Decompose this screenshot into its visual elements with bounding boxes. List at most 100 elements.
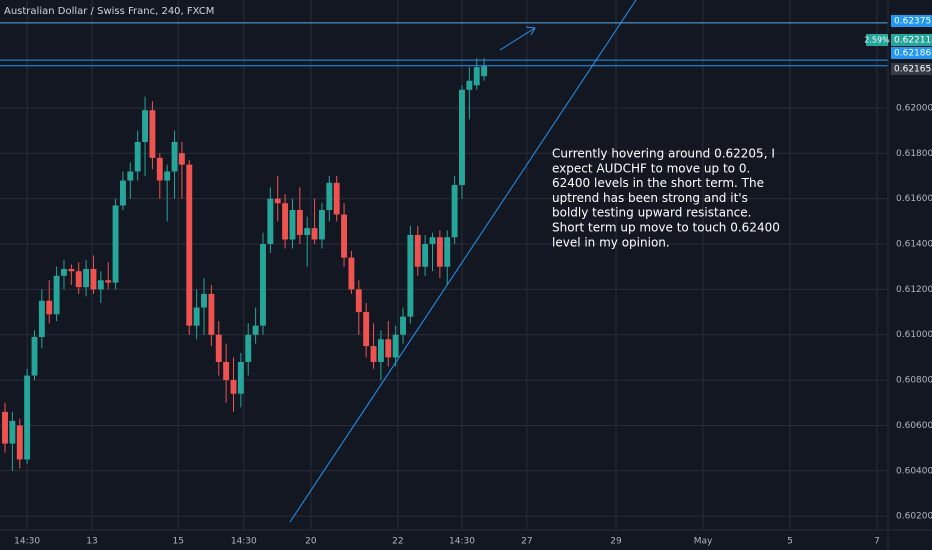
x-tick-label: 15 [172, 537, 183, 547]
candle-body [282, 203, 289, 240]
price-label: 0.62211 [894, 36, 931, 46]
candle-body [127, 171, 134, 181]
candle-body [97, 280, 104, 290]
y-tick-label: 0.60800 [896, 376, 932, 386]
y-tick-label: 0.60400 [896, 466, 932, 476]
candle-body [260, 244, 266, 326]
candle-body [444, 237, 451, 267]
candle-body [326, 182, 333, 211]
candle-body [385, 339, 392, 358]
annotation-line: boldly testing upward resistance. [552, 206, 751, 220]
candle-body [16, 425, 23, 460]
x-tick-label: 20 [305, 537, 317, 547]
annotation-line: level in my opinion. [552, 235, 670, 249]
candle-body [370, 346, 377, 362]
candle-body [83, 268, 90, 288]
price-label: 0.62186 [894, 49, 931, 59]
candle-body [171, 141, 178, 172]
candle-body [355, 289, 362, 313]
candle-body [451, 185, 458, 238]
y-tick-label: 0.61000 [896, 330, 932, 340]
x-tick-label: 14:30 [449, 537, 475, 547]
annotation-line: Currently hovering around 0.62205, I [552, 147, 775, 161]
candle-body [304, 228, 311, 235]
candle-body [400, 316, 406, 335]
change-label-box [866, 34, 888, 46]
y-tick-label: 0.61200 [896, 285, 932, 295]
price-label: 0.62375 [894, 17, 931, 27]
candle-body [481, 65, 488, 77]
candle-body [149, 110, 156, 158]
x-tick-label: 13 [86, 537, 97, 547]
x-tick-label: 5 [787, 537, 793, 547]
candle-body [237, 361, 244, 394]
candle-body [112, 205, 119, 283]
candle-body [215, 334, 222, 362]
y-tick-label: 0.60200 [896, 512, 932, 522]
chart-title: Australian Dollar / Swiss Franc, 240, FX… [4, 6, 214, 17]
candle-body [230, 380, 237, 394]
candle-body [53, 275, 60, 315]
candle-body [193, 307, 200, 326]
candle-body [473, 67, 480, 86]
candle-body [61, 268, 67, 276]
candle-body [414, 234, 421, 267]
candle-body [422, 244, 429, 267]
price-label-box [891, 63, 932, 75]
candle-body [178, 153, 185, 165]
x-tick-label: 22 [392, 537, 403, 547]
candle-body [341, 214, 348, 258]
y-tick-label: 0.61400 [896, 240, 932, 250]
candle-body [46, 300, 53, 315]
candle-body [318, 210, 325, 240]
candle-body [466, 80, 473, 90]
candle-body [252, 325, 259, 335]
candle-body [68, 268, 75, 272]
x-tick-label: 14:30 [231, 537, 257, 547]
price-label-box [891, 34, 932, 46]
y-tick-label: 0.61800 [896, 149, 932, 159]
candle-body [333, 182, 340, 215]
candle-body [377, 339, 384, 362]
candle-body [407, 234, 414, 317]
candle-body [186, 164, 193, 326]
x-tick-label: 29 [610, 537, 622, 547]
trend-line [289, 0, 637, 523]
arrow [499, 26, 536, 51]
candle-body [2, 411, 8, 444]
candle-body [429, 237, 436, 245]
x-tick-label: 7 [874, 537, 880, 547]
y-tick-label: 0.61600 [896, 194, 932, 204]
candle-body [311, 228, 318, 240]
candle-body [223, 361, 230, 381]
price-label-box [891, 15, 932, 27]
y-tick-label: 0.60600 [896, 421, 932, 431]
candle-body [289, 210, 296, 240]
candle-body [119, 180, 126, 206]
candle-body [38, 300, 45, 338]
candle-body [75, 271, 82, 288]
candle-body [24, 375, 31, 460]
price-label: 0.62165 [894, 65, 931, 75]
candle-body [363, 312, 370, 347]
candle-body [296, 210, 303, 235]
candle-body [267, 198, 274, 245]
candle-body [245, 334, 252, 362]
candle-body [459, 89, 465, 186]
candle-body [164, 171, 171, 181]
candle-body [105, 280, 112, 283]
candle-body [134, 141, 141, 172]
candle-body [436, 237, 443, 267]
candle-body [392, 334, 399, 358]
change-label: 2.59% [864, 36, 890, 45]
plot [0, 22, 888, 471]
y-tick-label: 0.62000 [896, 103, 932, 113]
candle-body [142, 110, 148, 142]
annotation-line: Short term up move to touch 0.62400 [552, 221, 780, 235]
candle-body [208, 293, 215, 335]
annotation: Currently hovering around 0.62205, Iexpe… [552, 147, 780, 250]
candle-body [31, 337, 38, 376]
x-tick-label: May [694, 537, 713, 547]
